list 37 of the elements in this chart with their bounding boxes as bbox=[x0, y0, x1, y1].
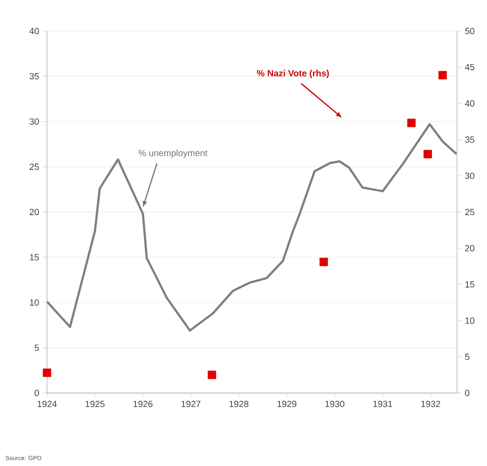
x-tick-label: 1927 bbox=[182, 400, 200, 408]
point bbox=[407, 118, 416, 128]
y2-tick-label: 45 bbox=[464, 64, 474, 70]
point bbox=[438, 70, 447, 80]
annotation: % unemployment bbox=[138, 150, 208, 158]
x-tick-label: 1926 bbox=[134, 400, 152, 408]
x-tick-label: 1932 bbox=[421, 400, 440, 408]
x-tick-label: 1931 bbox=[373, 400, 392, 408]
y-tick-label: 30 bbox=[30, 118, 39, 125]
y-tick-label: 20 bbox=[30, 208, 39, 216]
point bbox=[320, 258, 328, 266]
y2-tick-label: 15 bbox=[465, 281, 474, 288]
x-tick-label: 1930 bbox=[325, 400, 344, 408]
y2-tick-label: 40 bbox=[464, 100, 474, 107]
point bbox=[42, 368, 52, 377]
y2-tick-label: 50 bbox=[465, 28, 474, 34]
point bbox=[208, 370, 216, 380]
x-tick-label: 1925 bbox=[86, 400, 105, 408]
x-tick-label: 1928 bbox=[230, 400, 248, 408]
y2-tick-label: 20 bbox=[465, 245, 474, 252]
y2-tick-label: 30 bbox=[465, 172, 474, 179]
y-tick-label: 15 bbox=[30, 254, 39, 260]
y-tick-label: 0 bbox=[34, 390, 39, 396]
y2-tick-label: 25 bbox=[465, 208, 474, 216]
y2-tick-label: 5 bbox=[465, 354, 470, 360]
point bbox=[424, 150, 432, 158]
y-tick-label: 10 bbox=[30, 299, 39, 306]
y2-tick-label: 10 bbox=[465, 317, 474, 324]
x-tick-label: 1929 bbox=[277, 400, 296, 408]
x-tick-label: 1924 bbox=[38, 400, 57, 408]
annotation: % Nazi Vote (rhs) bbox=[256, 70, 329, 78]
y-tick-label: 40 bbox=[29, 28, 39, 34]
y-tick-label: 25 bbox=[30, 164, 39, 170]
y2-tick-label: 0 bbox=[465, 390, 470, 396]
y-tick-label: 5 bbox=[34, 344, 39, 351]
y-tick-label: 35 bbox=[30, 73, 39, 80]
y2-tick-label: 35 bbox=[465, 136, 474, 143]
